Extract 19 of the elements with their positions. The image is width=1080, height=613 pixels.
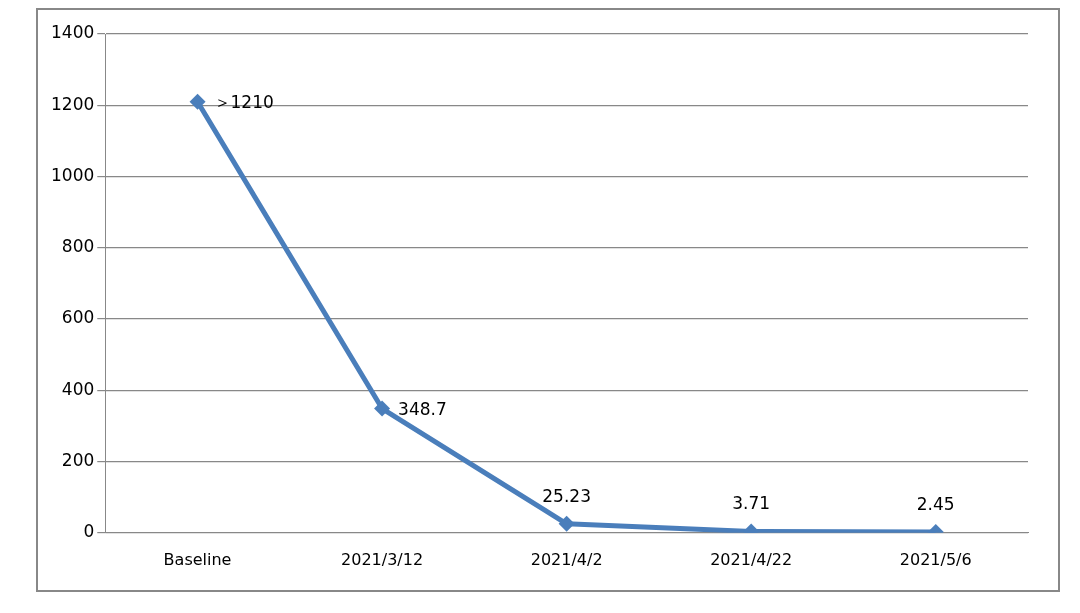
y-tick-label: 0	[83, 521, 95, 542]
data-label: ＞1210	[213, 92, 274, 113]
x-tick-label: 2021/4/22	[710, 549, 793, 569]
y-tick-label: 200	[61, 449, 95, 470]
x-tick-label: 2021/4/2	[530, 549, 603, 569]
y-tick-label: 600	[61, 307, 95, 328]
data-label: 2.45	[916, 493, 955, 514]
x-tick-label: 2021/5/6	[899, 549, 972, 569]
data-label: 3.71	[732, 493, 771, 514]
y-tick-label: 1000	[51, 164, 95, 185]
y-tick-label: 800	[61, 236, 95, 257]
data-label: 348.7	[398, 398, 447, 419]
point	[189, 93, 206, 110]
data-label: 25.23	[542, 485, 591, 506]
y-tick-label: 1400	[51, 22, 95, 43]
x-tick-label: 2021/3/12	[341, 549, 424, 569]
y-tick-label: 400	[61, 378, 95, 399]
x-tick-label: Baseline	[163, 549, 232, 569]
y-tick-label: 1200	[51, 93, 95, 114]
